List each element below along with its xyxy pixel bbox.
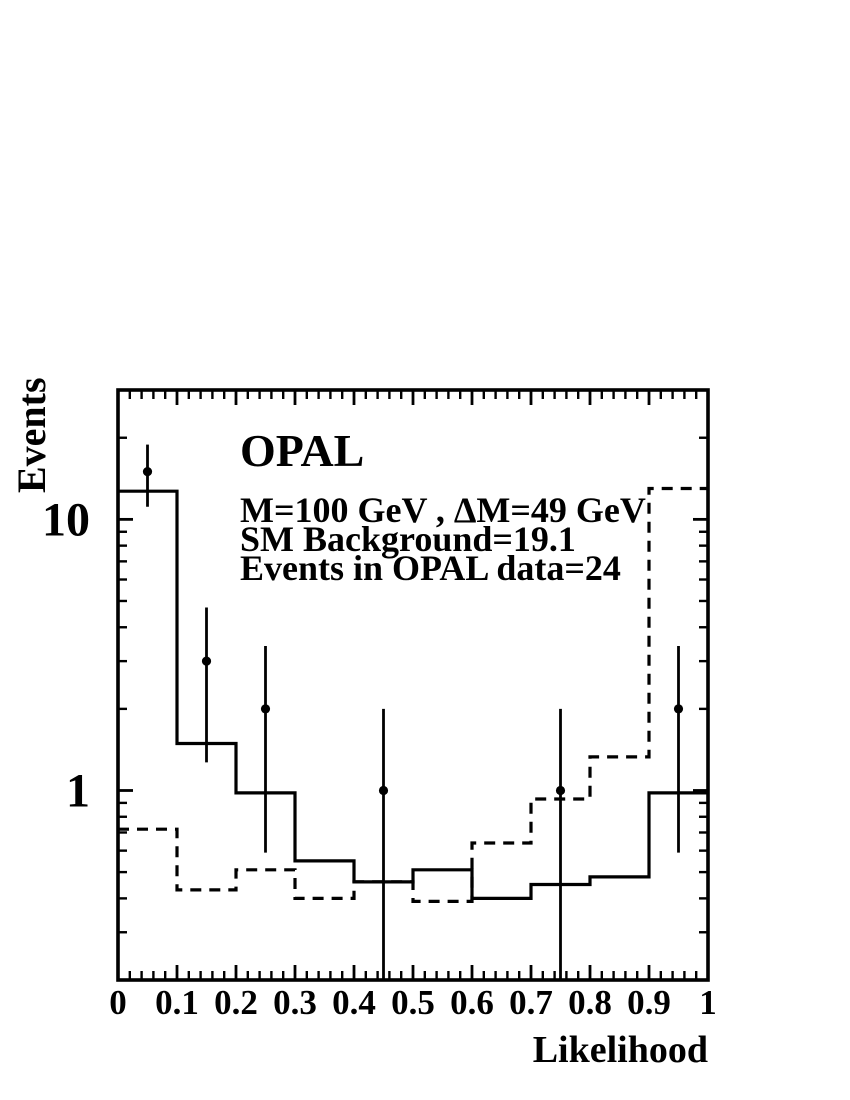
- solid-histogram-path: [118, 489, 708, 900]
- x-tick-label: 0.1: [155, 983, 199, 1022]
- y-axis-title: Events: [9, 377, 54, 493]
- x-tick-label: 0.8: [568, 983, 612, 1022]
- x-tick-label: 1: [699, 983, 717, 1022]
- data-point-marker: [673, 704, 684, 714]
- data-point-marker: [142, 467, 153, 477]
- x-tick-label: 0.5: [391, 983, 435, 1022]
- x-tick-label: 0.7: [509, 983, 553, 1022]
- plot-title: OPAL: [240, 425, 364, 476]
- y-tick-label: 10: [42, 493, 90, 546]
- x-tick-label: 0.2: [214, 983, 258, 1022]
- data-points-layer: [142, 444, 684, 980]
- annotation-mass: M=100 GeV , ΔM=49 GeV: [240, 490, 646, 530]
- annotation-data-events: Events in OPAL data=24: [240, 548, 621, 588]
- x-tick-label: 0.9: [627, 983, 671, 1022]
- x-tick-label: 0: [109, 983, 127, 1022]
- axis-ticks-layer: 0 0.1 0.2 0.3 0.4 0.5 0.6 0.7 0.8 0.9 1 10 1: [42, 390, 717, 1022]
- data-point-marker: [555, 785, 566, 796]
- plot-frame: [116, 388, 710, 982]
- histogram-layer: [118, 486, 708, 903]
- data-point-marker: [378, 785, 389, 796]
- x-tick-label: 0.3: [273, 983, 317, 1022]
- data-point-marker: [260, 704, 271, 714]
- plot-frame-layer: [116, 388, 710, 982]
- data-point-marker: [201, 656, 212, 666]
- y-tick-label: 1: [66, 764, 90, 817]
- annotation-background: SM Background=19.1: [240, 519, 576, 559]
- x-tick-label: 0.6: [450, 983, 494, 1022]
- x-axis-title: Likelihood: [533, 1029, 708, 1071]
- x-tick-label: 0.4: [332, 983, 376, 1022]
